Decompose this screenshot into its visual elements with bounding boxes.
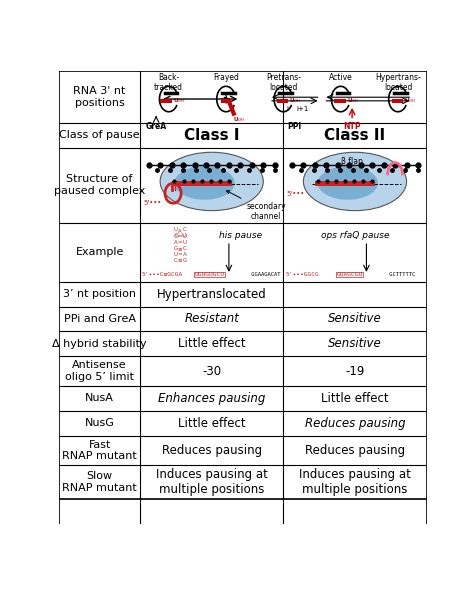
Text: PPi and GreA: PPi and GreA bbox=[64, 314, 136, 324]
Text: GCTTTTTC: GCTTTTTC bbox=[386, 272, 416, 277]
FancyBboxPatch shape bbox=[335, 99, 346, 103]
Text: Δ hybrid stability: Δ hybrid stability bbox=[52, 339, 147, 349]
Text: =: = bbox=[178, 240, 182, 245]
Text: U$_{OH}$: U$_{OH}$ bbox=[289, 97, 301, 105]
Text: secondary
channel: secondary channel bbox=[227, 191, 286, 221]
Text: Little effect: Little effect bbox=[321, 392, 389, 405]
Text: i: i bbox=[286, 106, 289, 112]
Text: ≡: ≡ bbox=[178, 246, 182, 251]
Text: Resistant: Resistant bbox=[184, 313, 239, 326]
Text: Sensitive: Sensitive bbox=[328, 313, 382, 326]
Text: Back-
tracked: Back- tracked bbox=[154, 73, 183, 92]
Text: A: A bbox=[182, 252, 186, 257]
Text: C: C bbox=[182, 246, 186, 251]
Text: U$_{OH}$: U$_{OH}$ bbox=[404, 97, 416, 105]
Text: Hypertranslocated: Hypertranslocated bbox=[157, 287, 266, 300]
Text: Class II: Class II bbox=[324, 128, 385, 143]
Text: Structure of
paused complex: Structure of paused complex bbox=[54, 174, 146, 196]
FancyBboxPatch shape bbox=[160, 99, 172, 103]
Text: U: U bbox=[174, 252, 178, 257]
Text: GUAGCGU: GUAGCGU bbox=[337, 272, 363, 277]
Text: C: C bbox=[174, 234, 178, 239]
Text: Reduces pausing: Reduces pausing bbox=[305, 444, 405, 457]
Text: RNA 3' nt
positions: RNA 3' nt positions bbox=[73, 86, 126, 108]
Text: 5'•••: 5'••• bbox=[144, 200, 162, 206]
Text: Little effect: Little effect bbox=[178, 337, 246, 350]
Ellipse shape bbox=[174, 166, 235, 200]
Text: Sensitive: Sensitive bbox=[328, 337, 382, 350]
Text: -19: -19 bbox=[345, 365, 365, 378]
Text: Little effect: Little effect bbox=[178, 417, 246, 430]
Text: =: = bbox=[178, 234, 182, 239]
Text: Fast
RNAP mutant: Fast RNAP mutant bbox=[62, 440, 137, 461]
Text: UGUGUGCU: UGUGUGCU bbox=[194, 272, 225, 277]
Text: =: = bbox=[178, 252, 182, 257]
Text: Slow
RNAP mutant: Slow RNAP mutant bbox=[62, 471, 137, 493]
Text: U$_{OH}$: U$_{OH}$ bbox=[233, 115, 246, 124]
Text: U: U bbox=[182, 240, 187, 245]
Text: Reduces pausing: Reduces pausing bbox=[305, 417, 405, 430]
Text: NTP: NTP bbox=[343, 122, 361, 131]
Text: G: G bbox=[182, 258, 187, 263]
FancyBboxPatch shape bbox=[221, 99, 231, 103]
Text: Induces pausing at
multiple positions: Induces pausing at multiple positions bbox=[156, 468, 268, 497]
Text: i+1: i+1 bbox=[296, 106, 308, 112]
Text: Antisense
oligo 5’ limit: Antisense oligo 5’ limit bbox=[65, 360, 134, 382]
FancyBboxPatch shape bbox=[277, 99, 289, 103]
Text: U: U bbox=[182, 234, 187, 239]
Ellipse shape bbox=[303, 153, 407, 211]
Text: ≡: ≡ bbox=[178, 258, 182, 263]
Text: PPi: PPi bbox=[288, 122, 302, 131]
Text: Active: Active bbox=[329, 73, 353, 82]
Text: G: G bbox=[173, 246, 178, 251]
Text: G: G bbox=[174, 233, 179, 238]
Text: Hypertrans-
located: Hypertrans- located bbox=[375, 73, 421, 92]
Text: U: U bbox=[173, 227, 177, 232]
Text: 5'•••GGCG: 5'•••GGCG bbox=[285, 272, 319, 277]
Text: -30: -30 bbox=[202, 365, 221, 378]
Text: Frayed: Frayed bbox=[213, 73, 239, 82]
Text: Enhances pausing: Enhances pausing bbox=[158, 392, 265, 405]
Text: Class I: Class I bbox=[184, 128, 239, 143]
Text: 5'•••C≡GCGA: 5'•••C≡GCGA bbox=[142, 272, 183, 277]
FancyBboxPatch shape bbox=[172, 181, 232, 187]
Text: Reduces pausing: Reduces pausing bbox=[162, 444, 262, 457]
Text: Class of pause: Class of pause bbox=[59, 130, 140, 140]
Text: his pause: his pause bbox=[219, 231, 262, 240]
Text: NusG: NusG bbox=[85, 418, 115, 428]
Text: A: A bbox=[174, 240, 178, 245]
Ellipse shape bbox=[318, 166, 378, 200]
Text: U: U bbox=[182, 233, 186, 238]
Text: Induces pausing at
multiple positions: Induces pausing at multiple positions bbox=[299, 468, 411, 497]
FancyBboxPatch shape bbox=[392, 99, 403, 103]
Text: A: A bbox=[178, 229, 182, 233]
Text: GreA: GreA bbox=[146, 122, 167, 131]
Text: Pretrans-
located: Pretrans- located bbox=[266, 73, 301, 92]
Text: GGAAGACAT: GGAAGACAT bbox=[247, 272, 280, 277]
Text: 5'•••: 5'••• bbox=[286, 191, 304, 197]
Text: C: C bbox=[174, 258, 178, 263]
Text: U$_{OH}$: U$_{OH}$ bbox=[346, 97, 359, 105]
FancyBboxPatch shape bbox=[315, 181, 375, 187]
Text: NusA: NusA bbox=[85, 393, 114, 403]
Text: Example: Example bbox=[75, 247, 124, 257]
Text: U$_{OH}$: U$_{OH}$ bbox=[173, 97, 185, 105]
Text: C: C bbox=[183, 227, 187, 232]
Text: ops rfaQ pause: ops rfaQ pause bbox=[321, 231, 389, 240]
Text: 3’ nt position: 3’ nt position bbox=[63, 289, 136, 299]
Ellipse shape bbox=[160, 153, 263, 211]
Text: β flap: β flap bbox=[341, 157, 363, 166]
